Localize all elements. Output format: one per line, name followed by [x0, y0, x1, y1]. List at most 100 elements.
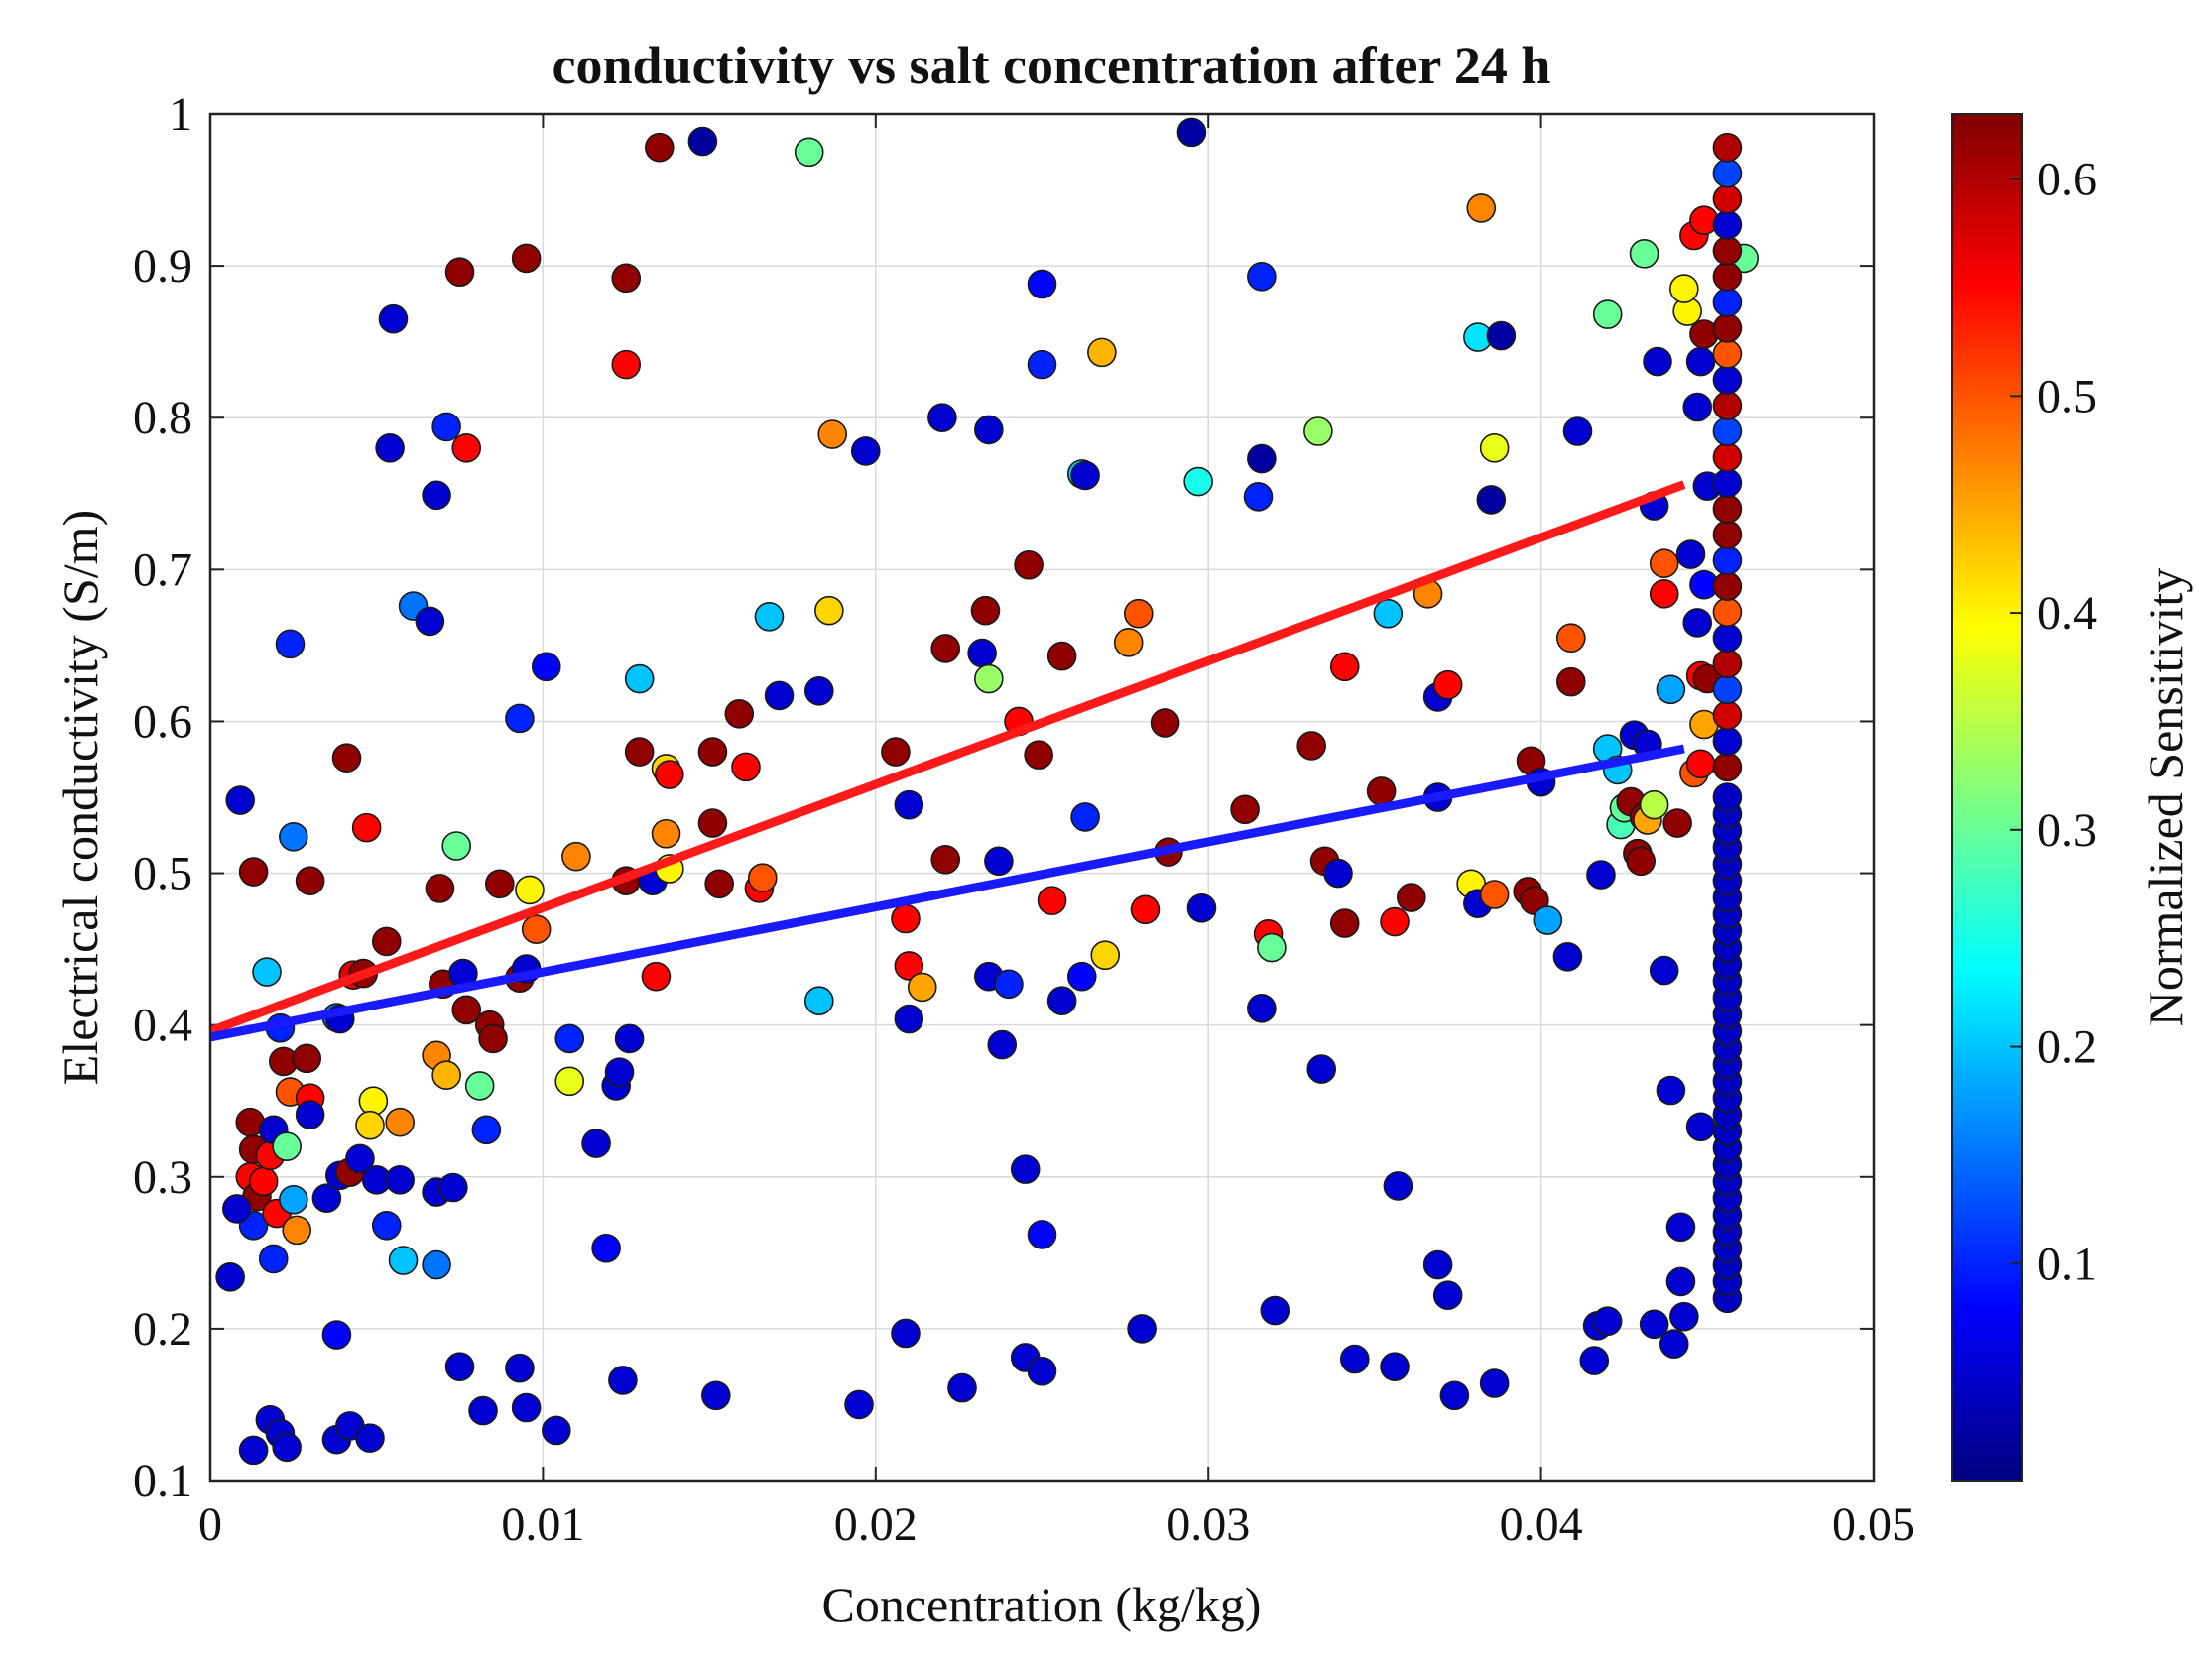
data-point	[1479, 1368, 1510, 1398]
fit-line	[208, 480, 1686, 1036]
colorbar-tick-label: 0.1	[2037, 1238, 2097, 1290]
fit-lines	[208, 480, 1686, 1042]
data-point	[894, 789, 924, 820]
data-point	[894, 951, 924, 981]
data-point	[292, 1043, 322, 1074]
data-point	[891, 903, 921, 934]
data-point	[930, 844, 961, 875]
data-point	[431, 1060, 461, 1090]
data-point	[1183, 466, 1213, 497]
data-point	[591, 1233, 621, 1263]
data-point	[927, 403, 957, 433]
data-point	[1296, 731, 1326, 761]
data-point	[1432, 1280, 1463, 1311]
data-point	[803, 676, 834, 706]
data-point	[947, 1372, 977, 1403]
data-point	[1649, 955, 1679, 986]
data-point	[1123, 598, 1154, 629]
data-point	[438, 1172, 468, 1203]
data-point	[1306, 1054, 1337, 1084]
data-point	[1629, 239, 1659, 269]
y-tick-label: 0.5	[133, 848, 192, 900]
data-point	[1366, 776, 1397, 806]
data-point	[1712, 416, 1743, 446]
data-point	[275, 629, 306, 659]
data-point	[355, 1110, 385, 1140]
data-point	[1682, 608, 1713, 638]
data-point	[511, 1392, 542, 1423]
data-point	[282, 1215, 312, 1246]
data-point	[1685, 346, 1716, 377]
data-point	[1257, 932, 1287, 963]
data-point	[1643, 346, 1672, 377]
colorbar-tick-label: 0.2	[2037, 1021, 2097, 1074]
data-point	[894, 1004, 924, 1034]
y-tick-label: 0.3	[133, 1151, 192, 1204]
data-point	[1176, 117, 1207, 148]
data-point	[1552, 941, 1583, 972]
data-point	[248, 1166, 279, 1197]
data-point	[844, 1389, 874, 1420]
data-point	[794, 137, 824, 168]
data-point	[1712, 339, 1743, 369]
data-point	[1024, 740, 1053, 770]
data-point	[1070, 460, 1100, 491]
data-point	[1247, 443, 1277, 474]
colorbar-tick-label: 0.3	[2037, 804, 2097, 857]
data-point	[1432, 669, 1463, 700]
colorbar-label: Normalized Sensitivity	[2138, 568, 2193, 1026]
data-point	[1712, 623, 1743, 654]
data-point	[1626, 846, 1657, 877]
data-point	[1675, 539, 1706, 569]
data-point	[1712, 726, 1743, 757]
data-point	[1682, 392, 1713, 422]
data-point	[295, 866, 325, 896]
data-point	[1712, 288, 1743, 317]
data-points	[215, 117, 1759, 1466]
data-point	[531, 652, 561, 682]
data-point	[1066, 961, 1097, 992]
data-point	[554, 1066, 585, 1097]
data-point	[279, 822, 308, 852]
data-point	[611, 263, 642, 294]
data-point	[272, 1432, 302, 1463]
data-point	[1027, 1356, 1057, 1386]
data-point	[378, 303, 409, 334]
data-point	[604, 1057, 635, 1087]
data-point	[279, 1184, 308, 1215]
data-point	[1150, 708, 1180, 738]
y-tick-label: 0.6	[133, 695, 192, 748]
data-point	[385, 1107, 415, 1137]
data-point	[697, 737, 728, 767]
data-point	[375, 433, 405, 463]
data-point	[1303, 416, 1333, 446]
data-point	[441, 831, 471, 861]
data-point	[1046, 986, 1077, 1015]
data-point	[1087, 337, 1117, 368]
data-point	[1712, 700, 1743, 731]
data-point	[1090, 940, 1121, 971]
data-point	[311, 1183, 342, 1214]
data-point	[1669, 274, 1699, 303]
data-point	[451, 995, 482, 1025]
data-point	[1669, 1301, 1699, 1332]
data-point	[1712, 752, 1743, 782]
data-point	[415, 606, 445, 637]
data-point	[701, 1380, 731, 1411]
data-point	[1712, 571, 1743, 601]
data-point	[1070, 802, 1100, 832]
chart-title: conductivity vs salt concentration after…	[553, 36, 1551, 95]
data-point	[1665, 1266, 1696, 1297]
data-point	[1656, 1075, 1686, 1106]
data-point	[1010, 1154, 1041, 1184]
data-point	[422, 1249, 451, 1280]
data-point	[444, 257, 475, 288]
data-point	[1027, 1220, 1057, 1249]
data-point	[641, 961, 672, 992]
data-point	[987, 1029, 1018, 1060]
data-point	[764, 680, 795, 711]
data-point	[1113, 628, 1144, 657]
data-point	[351, 812, 382, 843]
data-point	[1662, 808, 1692, 838]
